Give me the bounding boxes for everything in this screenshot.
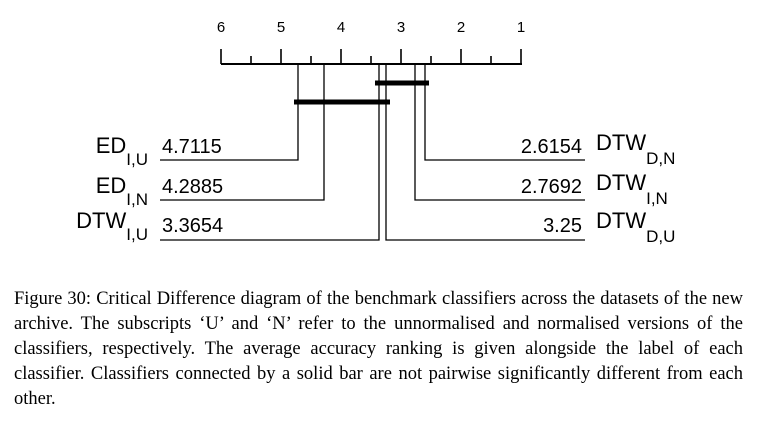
right-classifier-labels: 2.6154 DTWD,N 2.7692 DTWI,N 3.25 DTWD,U: [521, 130, 676, 246]
classifier-label-ed-in: EDI,N: [96, 173, 148, 209]
tick-label: 2: [457, 19, 465, 36]
connector-ed-in: [160, 64, 325, 201]
rank-value-dtw-iu: 3.3654: [162, 215, 223, 237]
axis-tick-labels: 6 5 4 3 2 1: [217, 19, 525, 36]
axis-tick-marks: [220, 49, 522, 64]
connector-dtw-du: [385, 64, 585, 241]
classifier-label-dtw-du: DTWD,U: [596, 208, 675, 246]
classifier-label-ed-iu: EDI,U: [96, 133, 148, 169]
tick-label: 6: [217, 19, 225, 36]
figure-caption: Figure 30: Critical Difference diagram o…: [14, 289, 743, 409]
classifier-label-dtw-iu: DTWI,U: [76, 208, 148, 244]
rank-value-ed-in: 4.2885: [162, 176, 223, 198]
rank-value-ed-iu: 4.7115: [162, 136, 222, 158]
rank-value-dtw-dn: 2.6154: [521, 136, 582, 158]
rank-value-dtw-du: 3.25: [543, 215, 582, 237]
connector-lines: [160, 64, 585, 241]
tick-label: 1: [517, 19, 525, 36]
tick-label: 3: [397, 19, 405, 36]
rank-value-dtw-in: 2.7692: [521, 176, 582, 198]
left-classifier-labels: EDI,U 4.7115 EDI,N 4.2885 DTWI,U 3.3654: [76, 133, 223, 244]
critical-difference-diagram: 6 5 4 3 2 1 EDI,U 4.7115 EDI,N 4.2885 DT…: [76, 19, 676, 246]
tick-label: 5: [277, 19, 285, 36]
classifier-label-dtw-dn: DTWD,N: [596, 130, 675, 168]
connector-dtw-iu: [160, 64, 380, 241]
connector-dtw-in: [414, 64, 585, 201]
classifier-label-dtw-in: DTWI,N: [596, 170, 668, 208]
tick-label: 4: [337, 19, 345, 36]
connector-ed-iu: [160, 64, 299, 161]
connector-dtw-dn: [424, 64, 585, 161]
